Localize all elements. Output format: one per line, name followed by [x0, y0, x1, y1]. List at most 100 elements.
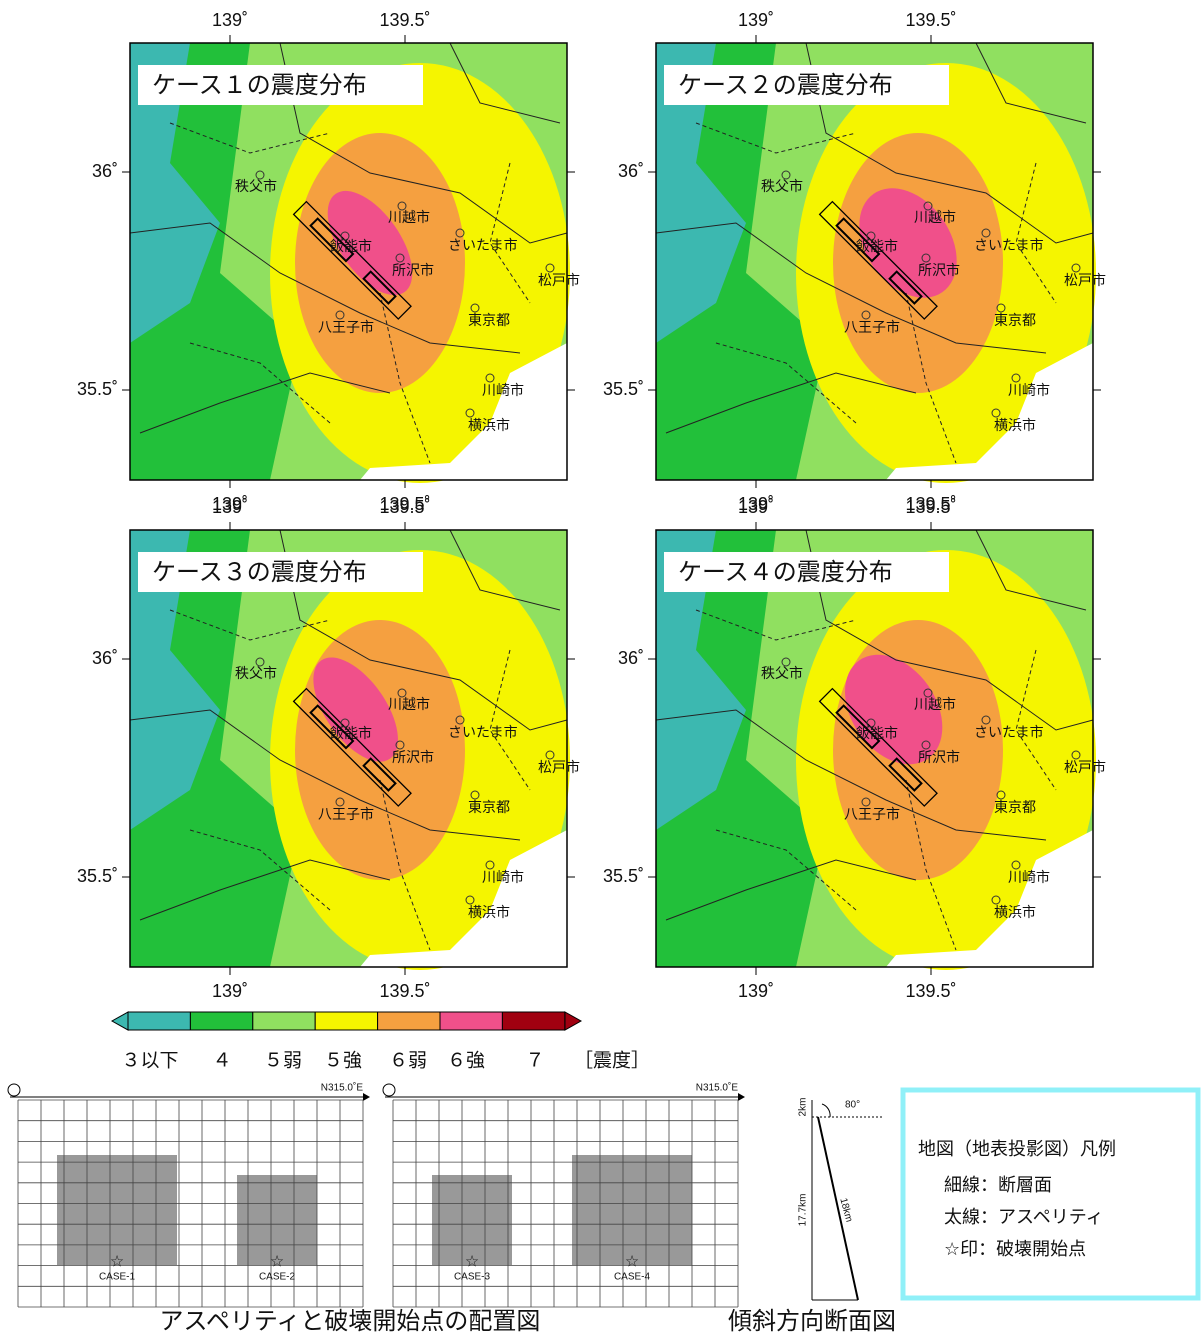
city-marker [781, 170, 791, 180]
city-marker [923, 688, 933, 698]
x-tick-label: 139.5˚ [379, 981, 430, 1001]
origin-marker [7, 1083, 21, 1097]
low-zone [130, 43, 220, 343]
city-label: 所沢市 [918, 749, 960, 766]
colorbar-cell [501, 1011, 566, 1031]
fault-plane [818, 200, 938, 320]
city-marker [465, 895, 475, 905]
asperity [362, 757, 397, 792]
fault [818, 687, 938, 807]
city-marker [340, 231, 350, 241]
city-marker [1071, 263, 1081, 273]
city-marker [921, 253, 931, 263]
city-marker [991, 408, 1001, 418]
city-label: 八王子市 [844, 319, 900, 336]
city-marker [485, 860, 495, 870]
colorbar-cell [377, 1011, 441, 1031]
city-label: 東京都 [468, 800, 510, 816]
asperity [888, 270, 923, 305]
city-marker [861, 310, 871, 320]
x-tick-label: 139˚ [738, 497, 774, 517]
city-label: 松戸市 [538, 759, 580, 776]
map-frame [655, 42, 1094, 481]
panel-title: ケース２の震度分布 [678, 71, 893, 99]
x-tick-label: 139.5˚ [379, 494, 430, 514]
city-marker [981, 228, 991, 238]
city-label: 飯能市 [330, 725, 372, 742]
colorbar-unit: ［震度］ [574, 1050, 650, 1072]
asperity [835, 704, 881, 750]
case-label: CASE-3 [454, 1272, 491, 1283]
city-marker [545, 263, 555, 273]
y-tick-label: 36˚ [92, 648, 118, 668]
city-label: 秩父市 [235, 665, 277, 682]
city-label: 川越市 [914, 209, 956, 226]
city-marker [465, 408, 475, 418]
city-label: さいたま市 [974, 724, 1044, 741]
asperity-caption: アスペリティと破壊開始点の配置図 [160, 1307, 541, 1335]
city-label: さいたま市 [448, 724, 518, 741]
y-tick-label: 36˚ [92, 161, 118, 181]
colorbar-label: ４ [212, 1050, 231, 1072]
city-label: 東京都 [994, 313, 1036, 329]
city-marker [996, 303, 1006, 313]
origin-marker [382, 1083, 396, 1097]
city-label: 飯能市 [856, 725, 898, 742]
dashed-boundary [169, 122, 531, 464]
colorbar-label: ５弱 [264, 1050, 302, 1072]
x-tick-label: 139˚ [212, 497, 248, 517]
arrow-head [738, 1093, 745, 1101]
colorbar-cell [252, 1011, 316, 1031]
title-box [138, 65, 423, 105]
star: ☆ [465, 1252, 479, 1271]
city-marker [981, 715, 991, 725]
depth-label: 2km [798, 1098, 809, 1117]
x-tick-label: 139.5˚ [905, 10, 956, 30]
city-marker [455, 228, 465, 238]
dashed-boundary [169, 609, 531, 951]
city-marker [470, 303, 480, 313]
strike-label: N315.0˚E [321, 1082, 364, 1094]
city-marker [335, 310, 345, 320]
fault-plane [292, 687, 412, 807]
city-label: 飯能市 [856, 238, 898, 255]
title-box [138, 552, 423, 592]
city-label: 横浜市 [468, 417, 510, 434]
city-marker [395, 740, 405, 750]
city-label: 秩父市 [235, 178, 277, 195]
asperity [309, 704, 355, 750]
boundary [655, 42, 1094, 434]
y-tick-label: 35.5˚ [77, 866, 118, 886]
fault-dip [817, 1116, 859, 1301]
dashed-boundary [695, 122, 1057, 464]
x-tick-label: 139˚ [212, 981, 248, 1001]
city-label: 所沢市 [918, 262, 960, 279]
city-marker [395, 253, 405, 263]
x-tick-label: 139.5˚ [905, 497, 956, 517]
boundary [129, 42, 568, 434]
city-marker [781, 657, 791, 667]
city-label: 川越市 [388, 696, 430, 713]
colorbar-cell [127, 1011, 191, 1031]
colorbar-cell [314, 1011, 379, 1031]
low-zone [656, 43, 746, 343]
city-marker [861, 797, 871, 807]
asperity-area [237, 1175, 317, 1265]
star: ☆ [270, 1252, 284, 1271]
city-marker [455, 715, 465, 725]
asperity [362, 270, 397, 305]
star: ☆ [110, 1252, 124, 1271]
city-label: 川崎市 [1008, 382, 1050, 399]
city-marker [923, 201, 933, 211]
colorbar-label: ６弱 [389, 1050, 427, 1072]
asperity-area [572, 1155, 692, 1265]
city-label: さいたま市 [974, 237, 1044, 254]
city-marker [545, 750, 555, 760]
city-label: 横浜市 [994, 904, 1036, 921]
city-label: 川越市 [914, 696, 956, 713]
city-label: 所沢市 [392, 749, 434, 766]
